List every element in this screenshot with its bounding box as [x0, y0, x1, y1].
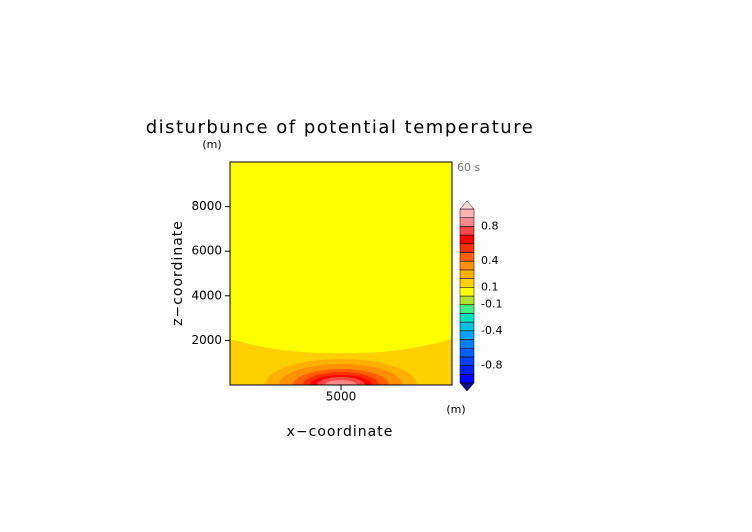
colorbar-box	[459, 347, 475, 358]
y-tick-label: 4000	[191, 288, 222, 302]
x-unit: (m)	[446, 403, 465, 416]
y-axis-label: z−coordinate	[170, 220, 186, 326]
colorbar-box	[459, 304, 475, 314]
colorbar-box	[459, 234, 475, 245]
x-axis-label: x−coordinate	[287, 424, 394, 440]
colorbar-label: 0.8	[481, 219, 499, 232]
colorbar-label: -0.4	[481, 324, 502, 337]
colorbar-under	[459, 382, 475, 392]
colorbar-box	[459, 374, 475, 384]
y-tick-label: 8000	[191, 199, 222, 213]
colorbar-box	[459, 295, 475, 305]
chart-title: disturbunce of potential temperature	[146, 117, 535, 138]
colorbar-label: 0.4	[481, 254, 499, 267]
colorbar-box	[459, 313, 475, 323]
colorbar-box	[459, 226, 475, 236]
colorbar-box	[459, 252, 475, 262]
colorbar-box	[459, 208, 475, 218]
contour-region	[325, 380, 357, 385]
colorbar-box	[459, 330, 475, 340]
colorbar-box	[459, 365, 475, 375]
y-tick-label: 6000	[191, 244, 222, 258]
colorbar-box	[459, 356, 475, 366]
colorbar-box	[459, 287, 475, 297]
colorbar-label: -0.1	[481, 298, 502, 311]
x-tick-label: 5000	[326, 390, 357, 404]
colorbar-box	[459, 269, 475, 279]
colorbar-box	[459, 243, 475, 253]
colorbar-box	[459, 260, 475, 271]
colorbar-box	[459, 339, 475, 349]
colorbar-label: -0.8	[481, 359, 502, 372]
y-tick-label: 2000	[191, 333, 222, 347]
time-annotation: 60 s	[457, 161, 480, 174]
colorbar-box	[459, 321, 475, 332]
y-unit: (m)	[202, 138, 221, 151]
colorbar-over	[459, 200, 475, 210]
colorbar-box	[459, 278, 475, 288]
colorbar-label: 0.1	[481, 280, 499, 293]
colorbar-box	[459, 217, 475, 227]
